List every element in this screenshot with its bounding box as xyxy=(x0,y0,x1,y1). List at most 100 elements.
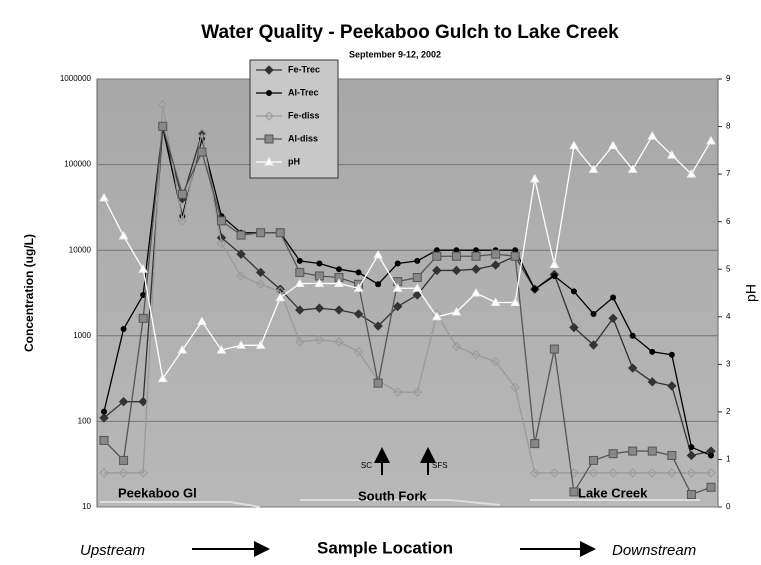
marker xyxy=(264,65,274,75)
marker xyxy=(138,264,149,273)
marker xyxy=(118,396,129,407)
marker xyxy=(647,446,657,456)
marker xyxy=(197,147,207,157)
marker xyxy=(295,305,305,315)
y2-tick-label: 2 xyxy=(726,407,731,416)
x-axis-label: Sample Location xyxy=(317,538,453,557)
y2-tick-label: 9 xyxy=(726,74,731,83)
marker xyxy=(589,455,599,465)
marker xyxy=(295,337,305,347)
marker xyxy=(375,281,382,288)
marker xyxy=(432,251,442,261)
y-axis-label: Concentration (ug/L) xyxy=(22,234,36,352)
marker xyxy=(236,340,246,349)
marker xyxy=(236,230,246,240)
marker xyxy=(706,135,716,145)
marker xyxy=(432,265,442,276)
marker xyxy=(138,396,148,407)
marker xyxy=(353,347,364,357)
marker xyxy=(101,408,107,415)
marker xyxy=(510,251,520,261)
marker xyxy=(471,350,481,360)
marker xyxy=(256,228,266,238)
marker xyxy=(627,363,638,373)
marker xyxy=(608,140,618,150)
marker xyxy=(608,449,618,459)
legend-label: Al-Trec xyxy=(288,87,319,97)
annotation: Peekaboo Gl xyxy=(118,485,197,500)
marker xyxy=(608,313,618,324)
marker xyxy=(706,468,716,478)
marker xyxy=(569,487,579,497)
marker xyxy=(706,482,716,492)
marker xyxy=(275,292,286,302)
marker xyxy=(236,249,246,259)
marker xyxy=(177,216,188,226)
marker xyxy=(490,297,501,307)
marker xyxy=(686,468,697,478)
marker xyxy=(510,297,521,307)
marker xyxy=(471,287,481,297)
y-tick-label: 1000 xyxy=(73,331,91,340)
marker xyxy=(608,468,618,478)
y-tick-label: 10 xyxy=(82,502,91,511)
marker xyxy=(530,468,540,478)
marker xyxy=(649,348,656,355)
marker xyxy=(138,313,148,323)
marker xyxy=(334,278,344,287)
legend-label: Fe-Trec xyxy=(288,64,320,74)
marker xyxy=(667,381,677,391)
marker xyxy=(647,131,658,140)
y-tick-label: 10000 xyxy=(69,245,92,254)
marker xyxy=(119,455,129,465)
y2-tick-label: 6 xyxy=(726,217,731,226)
marker xyxy=(314,303,325,313)
marker xyxy=(393,387,403,397)
marker xyxy=(628,446,638,456)
marker xyxy=(197,128,207,139)
y-tick-label: 100000 xyxy=(64,160,91,169)
marker xyxy=(266,90,272,96)
marker xyxy=(570,288,577,295)
marker xyxy=(551,272,558,279)
marker xyxy=(647,377,657,387)
marker xyxy=(120,326,127,333)
marker xyxy=(667,468,677,478)
series-line xyxy=(103,135,712,381)
marker xyxy=(158,121,168,131)
marker xyxy=(353,309,364,319)
chart-title: Water Quality - Peekaboo Gulch to Lake C… xyxy=(201,22,619,43)
marker xyxy=(314,278,325,287)
marker xyxy=(490,260,501,270)
marker xyxy=(668,351,675,358)
marker xyxy=(275,228,285,238)
marker xyxy=(629,332,636,339)
marker xyxy=(686,489,696,499)
marker xyxy=(490,356,501,367)
marker xyxy=(314,335,325,345)
marker xyxy=(627,468,638,478)
marker xyxy=(451,265,462,276)
y-tick-label: 1000000 xyxy=(60,74,92,83)
marker xyxy=(99,192,109,202)
annotation: Lake Creek xyxy=(578,485,648,500)
marker xyxy=(627,164,638,173)
marker xyxy=(666,150,677,159)
legend-label: pH xyxy=(288,156,300,166)
marker xyxy=(355,269,362,276)
marker xyxy=(688,444,695,451)
marker xyxy=(588,340,599,350)
marker xyxy=(549,344,559,354)
marker xyxy=(412,290,422,300)
marker xyxy=(510,382,520,393)
marker xyxy=(414,257,421,264)
marker xyxy=(569,322,579,333)
marker xyxy=(530,439,540,449)
marker xyxy=(373,378,383,388)
marker xyxy=(549,468,560,478)
marker xyxy=(216,216,226,226)
marker xyxy=(667,450,677,460)
marker xyxy=(432,311,442,321)
marker xyxy=(451,251,461,261)
marker xyxy=(118,468,129,478)
